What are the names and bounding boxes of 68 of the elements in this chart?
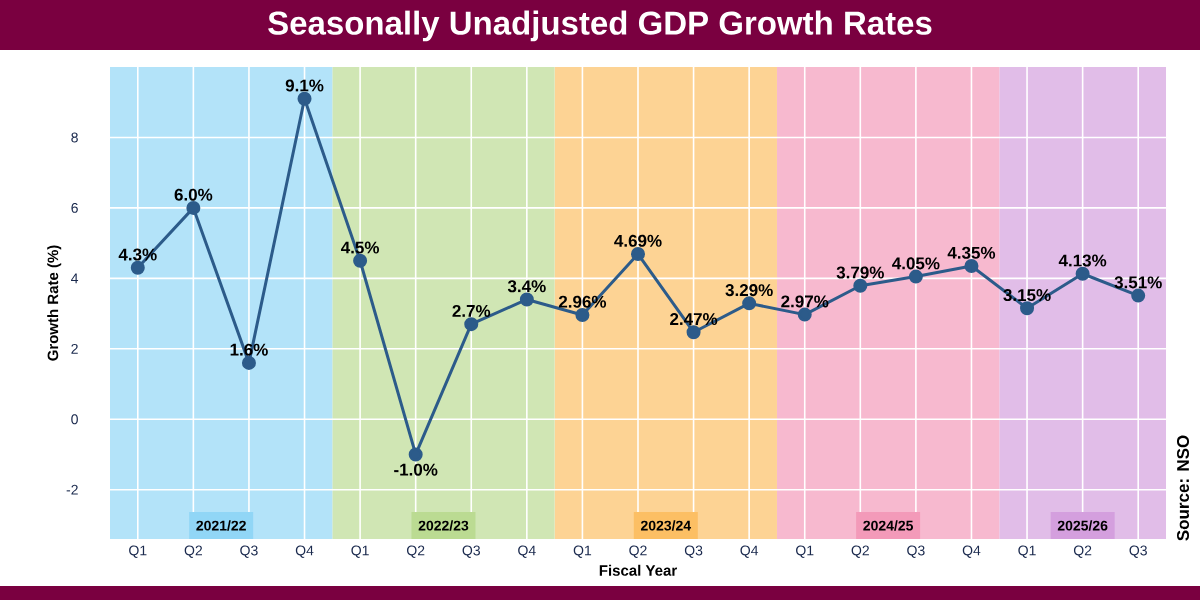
x-tick-label: Q4 (962, 545, 981, 558)
x-tick-label: Q4 (740, 545, 759, 558)
point (631, 247, 645, 262)
x-tick-label: Q3 (1129, 545, 1147, 558)
data-label: 3.4% (507, 280, 546, 293)
data-label: 3.29% (725, 284, 773, 297)
y-tick-label: 4 (71, 273, 79, 284)
annotation: 2025/26 (1057, 520, 1108, 531)
data-label: 4.3% (118, 248, 157, 261)
data-label: 4.69% (614, 234, 662, 247)
y-tick-label: 6 (71, 202, 78, 213)
data-label: 2.97% (781, 295, 829, 308)
x-tick-label: Q1 (1018, 545, 1036, 558)
x-tick-label: Q2 (629, 545, 647, 558)
x-tick-label: Q1 (573, 545, 592, 558)
data-label: 4.35% (947, 246, 996, 259)
point (853, 278, 868, 293)
x-tick-label: Q2 (851, 545, 869, 558)
point (1131, 288, 1146, 303)
x-tick-label: Q3 (907, 545, 925, 558)
data-label: 4.05% (892, 257, 940, 270)
x-tick-label: Q3 (462, 545, 480, 558)
y-tick-label: 0 (71, 414, 78, 425)
annotation: 2021/22 (196, 520, 246, 531)
point (464, 317, 479, 332)
y-axis-title: Growth Rate (%) (47, 245, 62, 361)
data-label: 3.79% (836, 266, 884, 279)
point (908, 269, 923, 284)
data-label: 9.1% (285, 79, 324, 92)
y-tick-label: -2 (66, 484, 78, 495)
point (797, 307, 812, 322)
x-tick-label: Q2 (407, 545, 425, 558)
point (686, 325, 701, 340)
annotation: 2024/25 (863, 520, 914, 531)
point (297, 91, 312, 106)
point (408, 447, 423, 462)
x-tick-label: Q3 (240, 545, 258, 558)
data-label: -1.0% (394, 463, 438, 476)
point (519, 292, 534, 307)
point (964, 259, 979, 274)
annotation: 2022/23 (418, 520, 469, 531)
x-tick-label: Q4 (295, 545, 314, 558)
point (1020, 301, 1035, 316)
x-tick-label: Q3 (684, 545, 703, 558)
x-axis-title: Fiscal Year (599, 564, 677, 576)
x-tick-label: Q1 (129, 545, 147, 558)
data-label: 2.7% (452, 304, 491, 317)
x-tick-label: Q2 (184, 545, 202, 558)
x-tick-label: Q4 (518, 545, 536, 558)
point (353, 253, 368, 268)
x-tick-label: Q2 (1073, 545, 1092, 558)
source-note: Source: NSO (1176, 435, 1190, 541)
y-tick-label: 8 (71, 132, 78, 143)
point (1075, 266, 1090, 281)
x-tick-label: Q1 (796, 545, 814, 558)
point (241, 355, 256, 370)
x-tick-label: Q1 (351, 545, 369, 558)
point (186, 200, 201, 215)
y-tick-label: 2 (71, 343, 78, 354)
point (575, 307, 590, 322)
data-label: 6.0% (174, 188, 213, 201)
chart-title: Seasonally Unadjusted GDP Growth Rates (268, 10, 932, 42)
data-label: 3.51% (1114, 276, 1162, 289)
annotation: 2023/24 (640, 520, 692, 531)
data-label: 1.6% (230, 343, 268, 356)
point (130, 260, 145, 275)
data-label: 4.13% (1058, 254, 1107, 267)
point (742, 296, 757, 311)
